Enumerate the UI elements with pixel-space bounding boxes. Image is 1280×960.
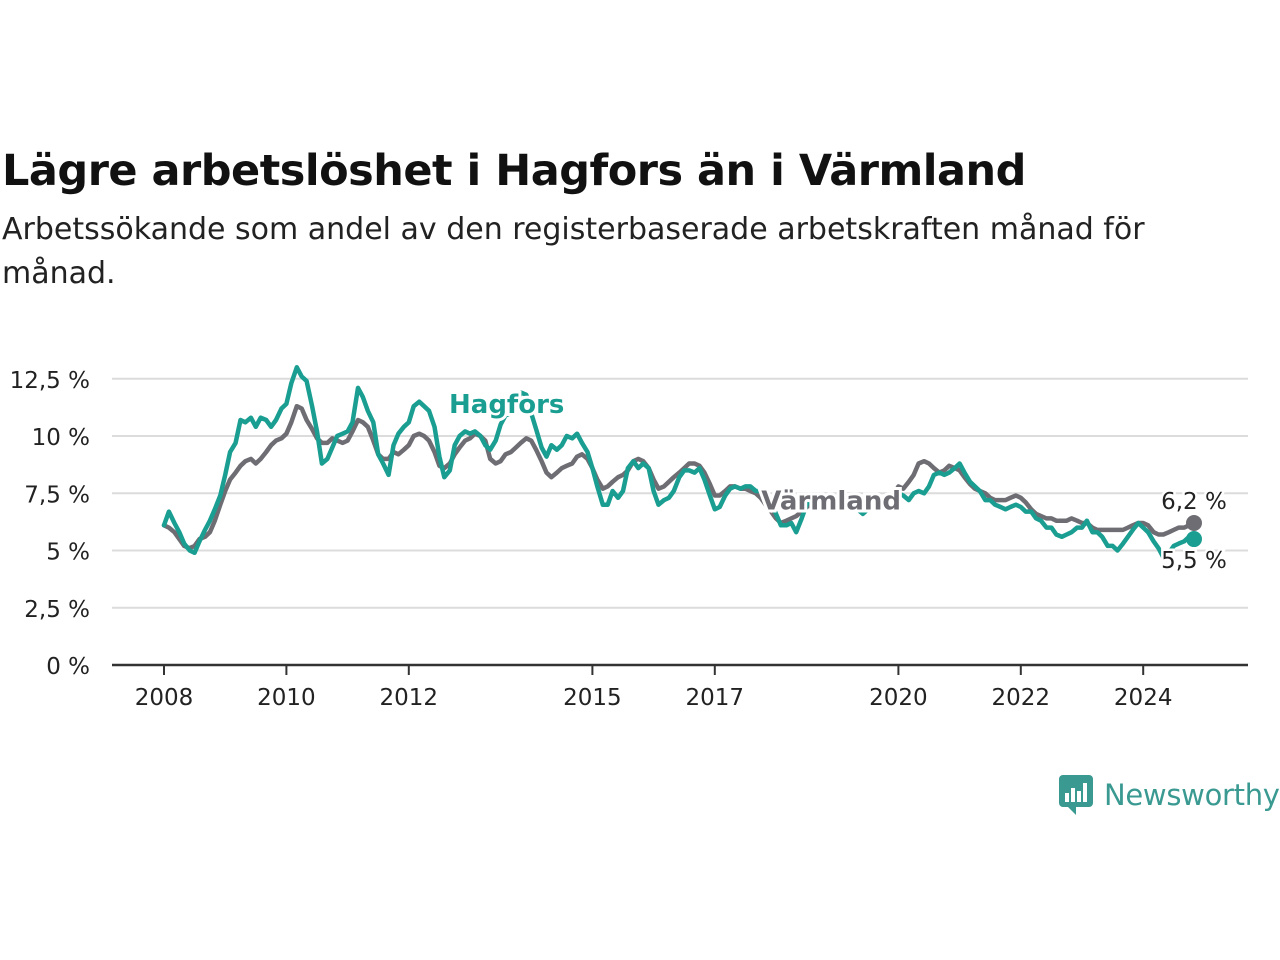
x-tick-label: 2012 [380,685,439,711]
series-line-hagfors [161,365,1197,560]
x-tick-label: 2015 [563,685,622,711]
end-value-label: 6,2 % [1161,489,1227,515]
x-tick-label: 2008 [135,685,194,711]
chart-title: Lägre arbetslöshet i Hagfors än i Värmla… [2,146,1026,196]
grid-lines [112,377,1248,609]
brand-name: Newsworthy [1104,778,1280,812]
chart-labels: 5,5 % 6,2 % Hagfors Värmland [446,387,1229,576]
brand-logo: Newsworthy [1058,774,1280,816]
y-tick-label: 5 % [46,540,90,566]
x-tick-label: 2024 [1114,685,1173,711]
x-tick-label: 2010 [257,685,316,711]
end-value-label: 5,5 % [1161,548,1227,574]
y-tick-label: 7,5 % [24,482,90,508]
x-tick-label: 2020 [869,685,928,711]
end-point [1185,531,1202,548]
series-lines [161,365,1202,560]
x-tick-label: 2022 [992,685,1051,711]
newsworthy-logo-icon [1059,775,1093,815]
y-tick-label: 0 % [46,654,90,680]
y-tick-label: 10 % [32,425,90,451]
axes: 0 % 2,5 % 5 % 7,5 % 10 % 12,5 % 2008 2010 2012 20… [10,368,1248,711]
y-tick-label: 12,5 % [10,368,90,394]
end-point [1185,515,1202,532]
series-label: Värmland [761,486,901,516]
chart-subtitle: Arbetssökande som andel av den registerb… [2,212,1145,291]
y-tick-label: 2,5 % [24,597,90,623]
series-label: Hagfors [449,390,564,420]
x-tick-label: 2017 [686,685,745,711]
